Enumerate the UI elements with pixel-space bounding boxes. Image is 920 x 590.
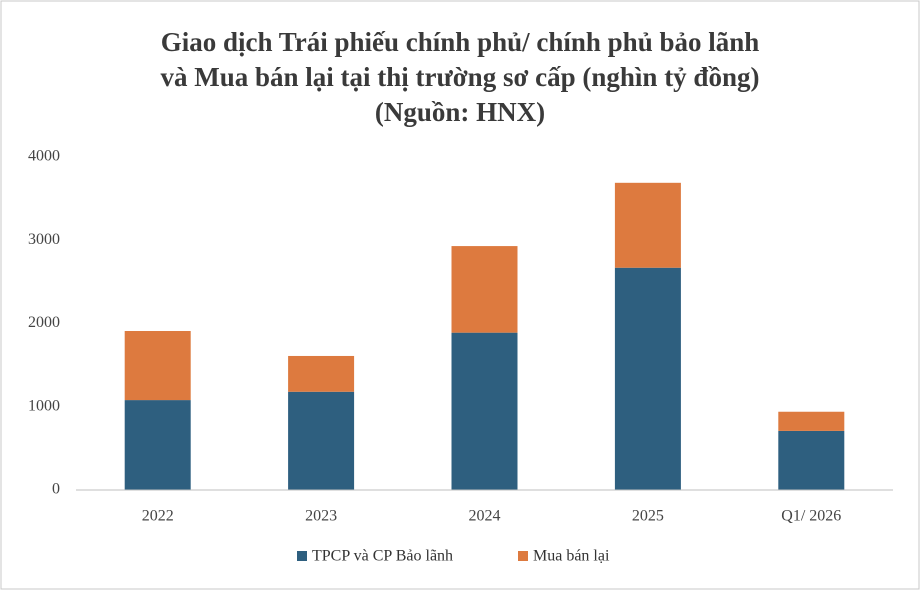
bar-segment xyxy=(124,400,191,490)
bar-segment xyxy=(288,391,355,490)
y-tick-label: 3000 xyxy=(28,231,60,248)
bar-segment xyxy=(288,355,355,392)
chart-title: và Mua bán lại tại thị trường sơ cấp (ng… xyxy=(161,62,760,92)
bar-segment xyxy=(778,430,845,490)
bar-segment xyxy=(451,246,518,333)
y-tick-label: 4000 xyxy=(28,148,60,165)
bar-segment xyxy=(614,182,681,268)
x-tick-label: 2023 xyxy=(305,508,337,525)
y-tick-label: 2000 xyxy=(28,314,60,331)
x-tick-label: Q1/ 2026 xyxy=(781,508,841,525)
legend-swatch xyxy=(518,551,528,561)
legend-label: TPCP và CP Bảo lãnh xyxy=(312,548,453,565)
bar-segment xyxy=(614,267,681,490)
x-tick-label: 2024 xyxy=(469,508,501,525)
legend-swatch xyxy=(297,551,307,561)
legend-label: Mua bán lại xyxy=(533,548,610,565)
chart-title: (Nguồn: HNX) xyxy=(375,97,545,127)
bar-segment xyxy=(778,411,845,431)
y-tick-label: 1000 xyxy=(28,397,60,414)
chart-title: Giao dịch Trái phiếu chính phủ/ chính ph… xyxy=(161,27,760,57)
x-tick-label: 2025 xyxy=(632,508,664,525)
x-tick-label: 2022 xyxy=(142,508,174,525)
bar-segment xyxy=(451,332,518,490)
y-tick-label: 0 xyxy=(52,481,60,498)
bar-segment xyxy=(124,330,191,401)
